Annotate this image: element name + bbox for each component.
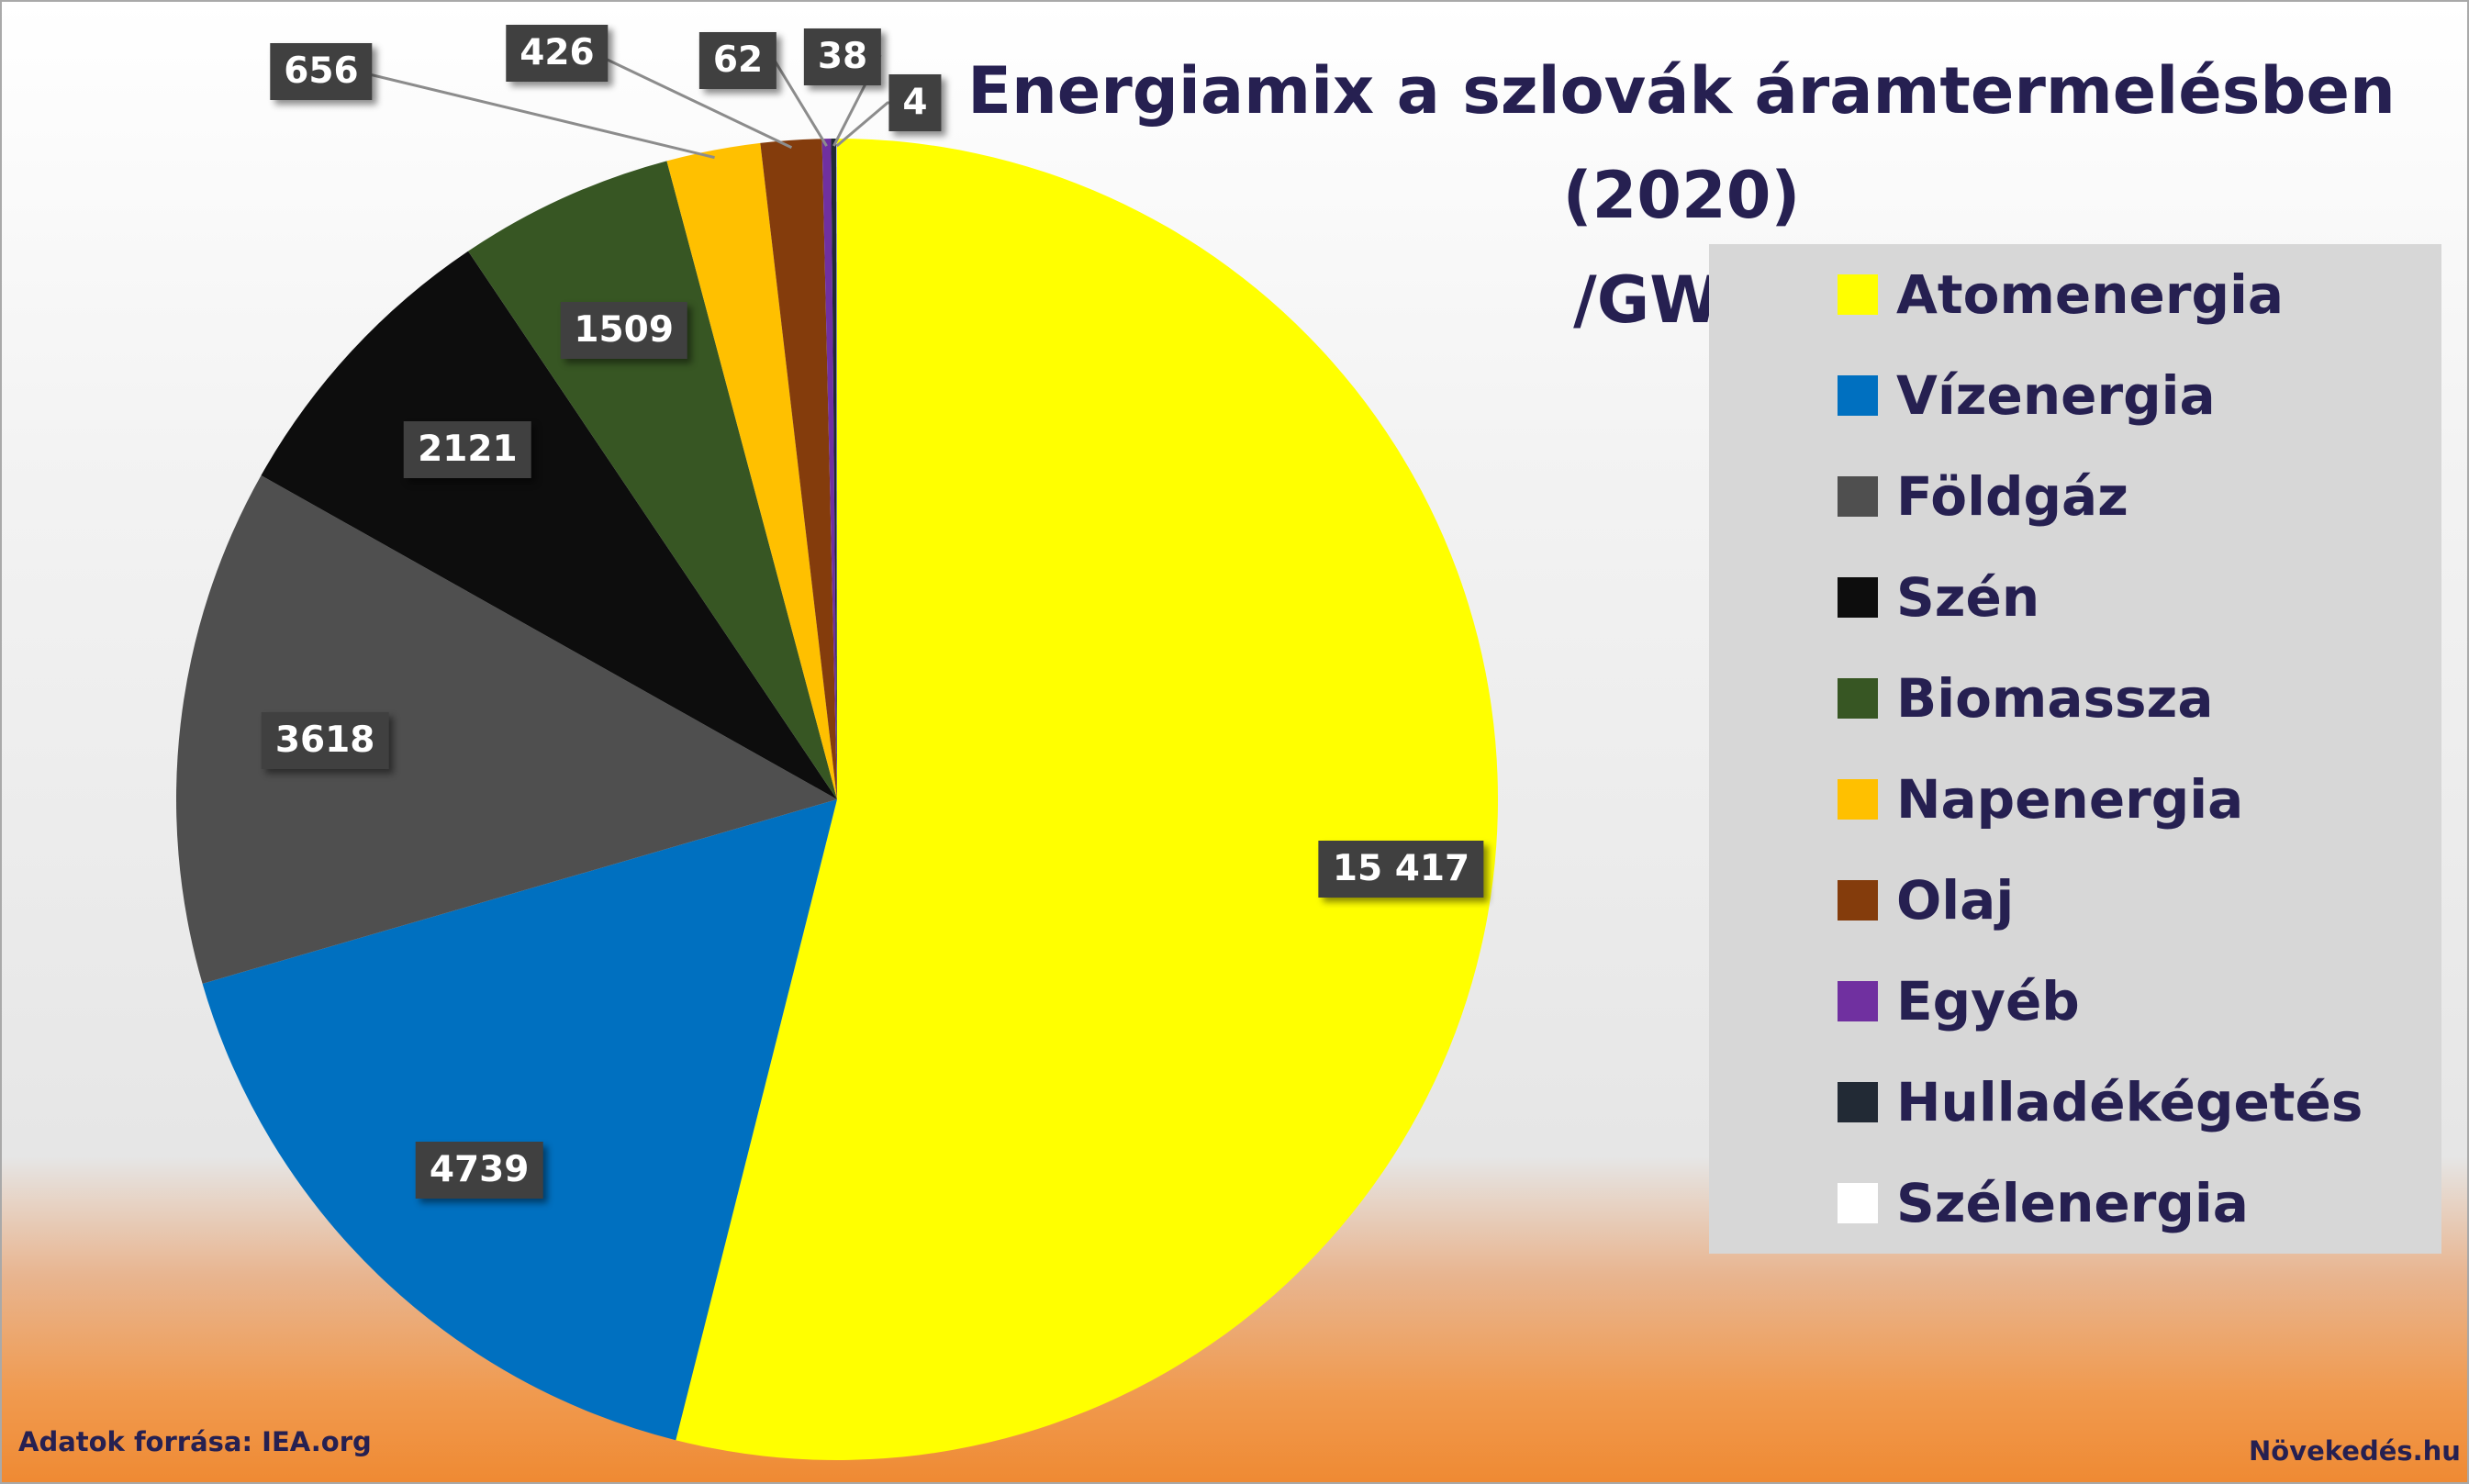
legend-item-biomassza: Biomassza [1709,648,2441,749]
legend-item-szen: Szén [1709,547,2441,648]
legend-item-vizenergia: Vízenergia [1709,345,2441,446]
data-label-atomenergia: 15 417 [1318,841,1484,898]
legend-swatch [1838,880,1878,921]
legend-swatch [1838,678,1878,719]
legend-item-atomenergia: Atomenergia [1709,244,2441,345]
data-label-foldgaz: 3618 [261,711,389,769]
data-label-vizenergia: 4739 [415,1142,543,1199]
legend-label: Biomassza [1896,667,2214,730]
pie-slice-vizenergia [202,799,838,1441]
pie-slice-egyeb [821,139,837,800]
legend-swatch [1838,274,1878,315]
source-note: Adatok forrása: IEA.org [18,1426,372,1457]
legend-label: Hulladékégetés [1896,1071,2363,1133]
legend-swatch [1838,981,1878,1021]
pie-slice-napenergia [666,142,837,799]
legend-swatch [1838,1082,1878,1122]
legend-item-napenergia: Napenergia [1709,749,2441,850]
legend-item-olaj: Olaj [1709,850,2441,951]
data-label-szen: 2121 [404,421,531,479]
legend-label: Szélenergia [1896,1172,2249,1234]
data-label-egyeb: 62 [698,32,777,89]
legend-swatch [1838,375,1878,416]
legend-label: Egyéb [1896,970,2080,1032]
pie-slice-foldgaz [175,475,837,984]
data-label-biomassza: 1509 [560,301,687,359]
pie-slice-hulladekegetes [831,139,837,800]
data-label-hulladekegetes: 38 [803,28,882,85]
pie-slice-olaj [760,139,837,799]
legend-label: Szén [1896,566,2040,629]
legend-swatch [1838,779,1878,820]
legend-item-foldgaz: Földgáz [1709,446,2441,547]
pie-slice-szelenergia [836,139,837,799]
chart-title: Energiamix a szlovák áramtermelésben (20… [920,39,2443,352]
legend-label: Földgáz [1896,465,2128,528]
legend-label: Olaj [1896,869,2015,932]
legend: Atomenergia Vízenergia Földgáz Szén Biomassz… [1709,244,2441,1254]
data-label-napenergia: 656 [270,43,373,100]
data-label-szelenergia: 4 [888,74,942,131]
legend-label: Napenergia [1896,768,2244,831]
legend-label: Vízenergia [1896,364,2216,427]
pie-slice-szen [261,251,837,799]
legend-item-hulladekegetes: Hulladékégetés [1709,1052,2441,1153]
legend-swatch [1838,577,1878,618]
legend-label: Atomenergia [1896,263,2285,326]
legend-item-egyeb: Egyéb [1709,951,2441,1052]
brand-note: Növekedés.hu [2249,1435,2461,1467]
legend-swatch [1838,1183,1878,1223]
chart-title-line1: Energiamix a szlovák áramtermelésben (20… [967,53,2396,233]
legend-item-szelenergia: Szélenergia [1709,1153,2441,1254]
data-label-olaj: 426 [506,25,609,82]
legend-swatch [1838,476,1878,517]
pie-slice-atomenergia [676,139,1499,1460]
